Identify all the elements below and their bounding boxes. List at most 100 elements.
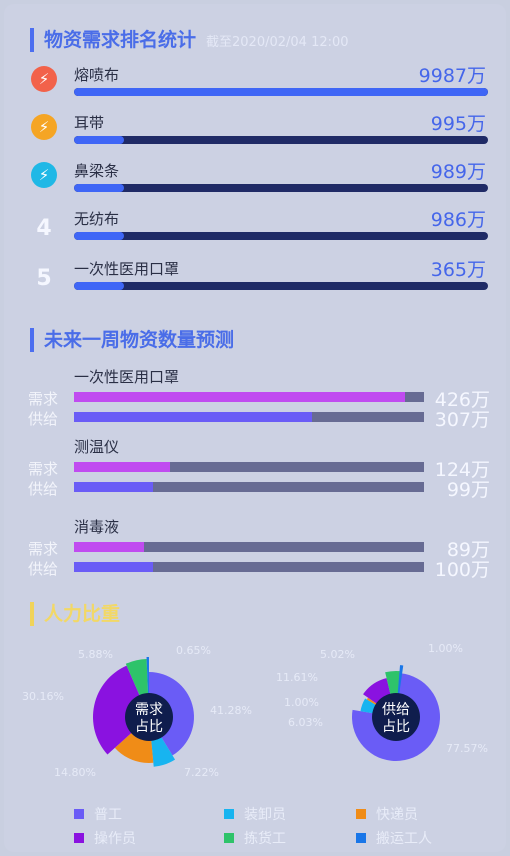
demand-row: 需求 426万 <box>28 388 490 411</box>
forecast-title: 未来一周物资数量预测 <box>44 329 235 351</box>
legend-swatch <box>74 833 84 843</box>
rank-bar-track <box>74 232 488 240</box>
legend-item: 快递员 <box>356 804 418 824</box>
supply-value: 99万 <box>446 479 490 501</box>
legend-label: 装卸员 <box>244 807 286 823</box>
rank-bar-track <box>74 88 488 96</box>
supply-pct-label: 1.00% <box>428 642 463 655</box>
supply-pie-center-line2: 占比 <box>382 719 410 735</box>
demand-pct-label: 14.80% <box>54 766 96 779</box>
supply-pct-label: 5.02% <box>320 648 355 661</box>
supply-bar-fill <box>74 412 312 422</box>
supply-value: 307万 <box>434 409 490 431</box>
rank-bar-fill <box>74 88 488 96</box>
rank-bar-track <box>74 136 488 144</box>
legend-item: 装卸员 <box>224 804 286 824</box>
forecast-item: 消毒液 需求 89万 供给 100万 <box>28 516 490 582</box>
supply-bar-track <box>74 412 424 422</box>
supply-value: 100万 <box>434 559 490 581</box>
pie-slice <box>397 665 404 700</box>
legend-swatch <box>224 809 234 819</box>
rank-item-name: 熔喷布 <box>74 66 120 84</box>
forecast-item: 一次性医用口罩 需求 426万供给 307万 <box>28 366 490 432</box>
legend-item: 操作员 <box>74 828 136 848</box>
legend-label: 快递员 <box>376 807 418 823</box>
supply-pct-label: 11.61% <box>276 671 318 684</box>
forecast-item-name: 消毒液 <box>74 518 120 536</box>
pie-slice <box>92 665 142 755</box>
rank-number: 5 <box>36 266 52 291</box>
rank-item-value: 986万 <box>430 209 486 231</box>
rank-item-name: 鼻梁条 <box>74 162 120 180</box>
supply-pct-label: 77.57% <box>446 742 488 755</box>
rank-bar-track <box>74 184 488 192</box>
demand-bar-track <box>74 462 424 472</box>
rank-bar-track <box>74 282 488 290</box>
forecast-item-name: 一次性医用口罩 <box>74 368 180 386</box>
demand-bar-fill <box>74 462 171 472</box>
demand-pct-label: 0.65% <box>176 644 211 657</box>
demand-pct-label: 7.22% <box>184 766 219 779</box>
demand-value: 426万 <box>434 389 490 411</box>
demand-bar-track <box>74 542 424 552</box>
demand-label: 需求 <box>28 390 59 408</box>
demand-value: 89万 <box>446 539 490 561</box>
supply-pct-label: 6.03% <box>288 716 323 729</box>
lightning-icon: ⚡ <box>31 114 57 140</box>
manpower-section-title: 人力比重 <box>30 602 120 626</box>
dashboard-panel: 物资需求排名统计 截至2020/02/04 12:00 ⚡ 熔喷布 9987万 ⚡ 耳带 9… <box>4 4 506 852</box>
demand-bar-track <box>74 392 424 402</box>
pie-slice <box>150 732 176 767</box>
legend-swatch <box>224 833 234 843</box>
supply-row: 供给 99万 <box>28 478 490 501</box>
rank-item-name: 一次性医用口罩 <box>74 260 180 278</box>
demand-label: 需求 <box>28 460 59 478</box>
demand-label: 需求 <box>28 540 59 558</box>
demand-pie-center-line1: 需求 <box>135 702 163 718</box>
lightning-icon: ⚡ <box>31 162 57 188</box>
rank-row: ⚡ 熔喷布 9987万 <box>28 64 490 108</box>
demand-row: 需求 89万 <box>28 538 490 561</box>
supply-pie-chart: 供给 占比 <box>352 665 440 761</box>
lightning-icon: ⚡ <box>31 66 57 92</box>
pie-slice <box>385 671 400 700</box>
legend-label: 搬运工人 <box>376 831 432 847</box>
legend-label: 操作员 <box>94 831 136 847</box>
legend-swatch <box>74 809 84 819</box>
legend-item: 拣货工 <box>224 828 286 848</box>
demand-pie-center <box>125 693 173 741</box>
legend-swatch <box>356 833 366 843</box>
rank-item-value: 995万 <box>430 113 486 135</box>
supply-pie-center <box>372 693 420 741</box>
forecast-section-title: 未来一周物资数量预测 <box>30 328 234 352</box>
rank-item-value: 989万 <box>430 161 486 183</box>
rank-item-name: 无纺布 <box>74 210 120 228</box>
rank-item-value: 365万 <box>430 259 486 281</box>
demand-pct-label: 30.16% <box>22 690 64 703</box>
rank-item-name: 耳带 <box>74 114 105 132</box>
supply-label: 供给 <box>28 480 59 498</box>
rank-item-value: 9987万 <box>418 65 486 87</box>
supply-row: 供给 307万 <box>28 408 490 431</box>
demand-bar-fill <box>74 542 144 552</box>
ranking-section-title: 物资需求排名统计 截至2020/02/04 12:00 <box>30 28 349 52</box>
ranking-subtitle: 截至2020/02/04 12:00 <box>206 35 349 50</box>
pie-slice <box>125 659 149 701</box>
demand-bar-fill <box>74 392 405 402</box>
legend-swatch <box>356 809 366 819</box>
demand-pct-label: 5.88% <box>78 648 113 661</box>
supply-pie-center-line1: 供给 <box>382 702 410 718</box>
rank-number: 4 <box>36 216 52 241</box>
rank-bar-fill <box>74 184 124 192</box>
supply-pct-label: 1.00% <box>284 696 319 709</box>
legend-label: 拣货工 <box>244 831 286 847</box>
demand-pie-chart: 需求 占比 <box>92 657 195 767</box>
supply-label: 供给 <box>28 410 59 428</box>
demand-row: 需求 124万 <box>28 458 490 481</box>
pie-slice <box>352 673 440 761</box>
rank-bar-fill <box>74 282 124 290</box>
demand-value: 124万 <box>434 459 490 481</box>
supply-bar-track <box>74 562 424 572</box>
legend-item: 搬运工人 <box>356 828 432 848</box>
rank-bar-fill <box>74 232 124 240</box>
